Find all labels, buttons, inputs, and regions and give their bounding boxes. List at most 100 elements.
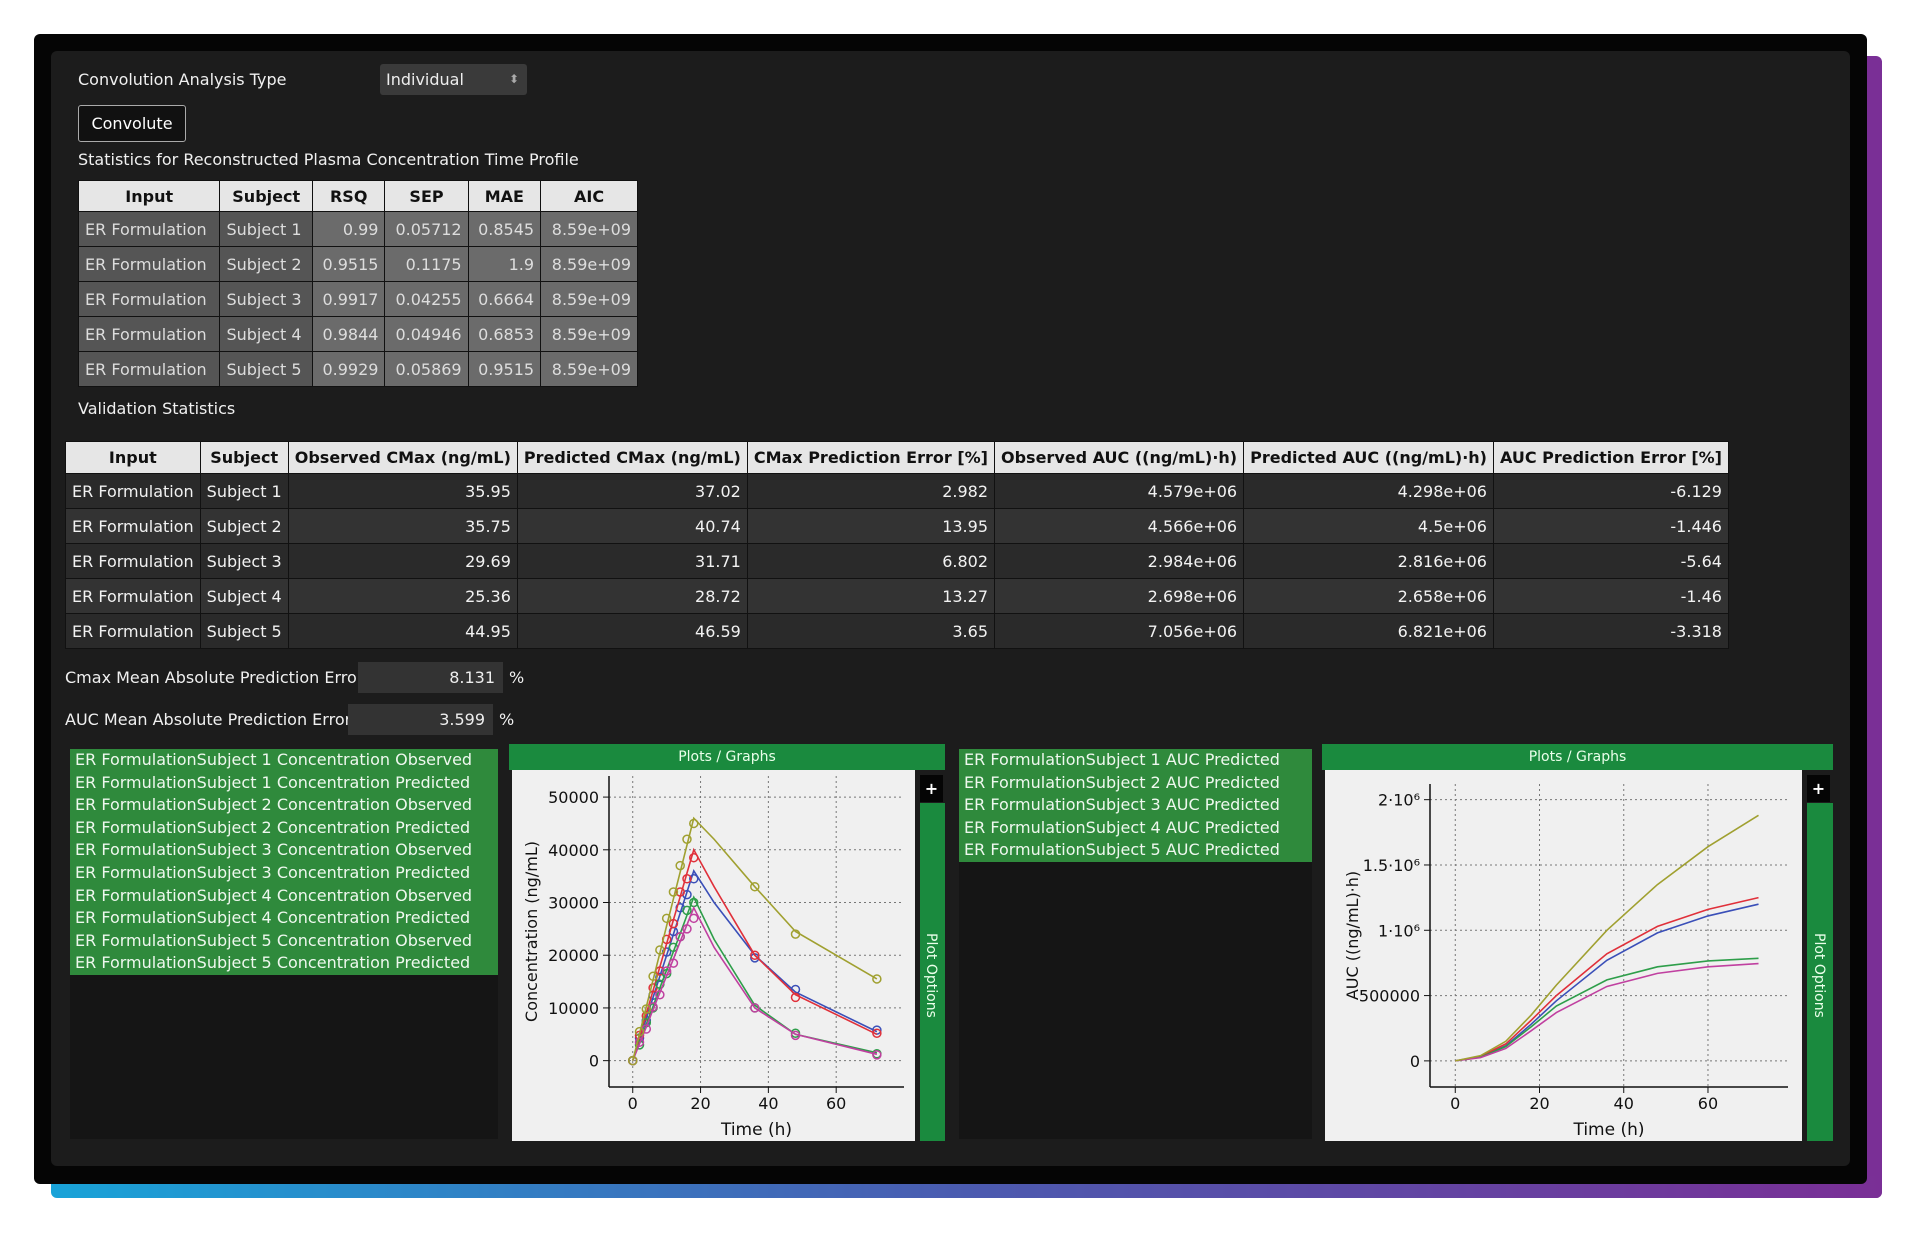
table-cell: 13.95	[746, 508, 996, 544]
series-item[interactable]: ER FormulationSubject 3 Concentration Pr…	[70, 861, 498, 885]
header-row: Input Subject RSQ SEP MAE AIC	[77, 180, 638, 212]
y-tick-label: 50000	[548, 788, 599, 807]
table-cell: 4.5e+06	[1243, 508, 1494, 544]
series-line	[1455, 896, 1759, 1062]
data-point	[750, 881, 760, 892]
table-row: ER Formulation Subject 1 0.99 0.05712 0.8545…	[77, 211, 638, 247]
series-list: ER FormulationSubject 1 AUC Predicted ER …	[959, 749, 1312, 1139]
table-row: ER Formulation Subject 5 44.95 46.59 3.65 7.0…	[65, 613, 1729, 649]
data-point	[872, 1050, 882, 1060]
table-cell: 0.1175	[384, 246, 469, 282]
table-row: ER Formulation Subject 2 0.9515 0.1175 1.9 8.…	[77, 246, 638, 282]
table-cell: 8.59e+09	[540, 351, 638, 387]
table-cell: 7.056e+06	[993, 613, 1245, 649]
unit: %	[499, 710, 515, 729]
table-cell: 0.8545	[467, 211, 542, 247]
table-cell: 28.72	[516, 578, 748, 614]
column-header: Observed AUC ((ng/mL)·h)	[993, 441, 1245, 474]
table-cell: 0.9844	[311, 316, 386, 352]
frame-glow	[1862, 56, 1882, 1198]
table-cell: 1.9	[467, 246, 542, 282]
series-item[interactable]: ER FormulationSubject 1 Concentration Pr…	[70, 771, 498, 795]
panel-header: Plots / Graphs	[509, 744, 945, 770]
x-tick-label: 60	[826, 1094, 846, 1113]
series-item[interactable]: ER FormulationSubject 5 AUC Predicted	[959, 839, 1312, 862]
x-tick-label: 0	[628, 1094, 638, 1113]
value-box: 8.131	[358, 662, 503, 693]
column-header: Input	[65, 441, 201, 474]
series-item[interactable]: ER FormulationSubject 4 AUC Predicted	[959, 816, 1312, 840]
value-box: 3.599	[348, 704, 493, 735]
series-line	[1455, 903, 1759, 1062]
table-row: ER Formulation Subject 2 35.75 40.74 13.95 4.…	[65, 508, 1729, 544]
series-list: ER FormulationSubject 1 Concentration Ob…	[70, 749, 498, 1139]
table-cell: ER Formulation	[65, 543, 201, 579]
unit: %	[509, 668, 525, 687]
table-row: ER Formulation Subject 1 35.95 37.02 2.982 4.…	[65, 473, 1729, 509]
table-row: ER Formulation Subject 4 0.9844 0.04946 0.68…	[77, 316, 638, 352]
column-header: Predicted CMax (ng/mL)	[516, 441, 748, 474]
series-item[interactable]: ER FormulationSubject 2 AUC Predicted	[959, 771, 1312, 795]
x-tick-label: 20	[1529, 1094, 1549, 1113]
series-item[interactable]: ER FormulationSubject 4 Concentration Ob…	[70, 884, 498, 908]
series-item[interactable]: ER FormulationSubject 1 AUC Predicted	[959, 749, 1312, 772]
table-cell: Subject 3	[199, 543, 289, 579]
column-header: AIC	[540, 180, 638, 212]
table-cell: 6.821e+06	[1243, 613, 1494, 649]
table-cell: 2.982	[746, 473, 996, 509]
chart: 0 20 40 60 0 500000 1·10⁶ 1.5·10⁶ 2·10⁶ Time (h) A…	[1343, 784, 1788, 1140]
table-cell: ER Formulation	[65, 613, 201, 649]
series-item[interactable]: ER FormulationSubject 2 Concentration Ob…	[70, 794, 498, 817]
convolute-button[interactable]: Convolute	[78, 105, 186, 142]
x-tick-label: 60	[1698, 1094, 1718, 1113]
table-cell: 37.02	[516, 473, 748, 509]
series-item[interactable]: ER FormulationSubject 1 Concentration Ob…	[70, 749, 498, 772]
table-cell: 8.59e+09	[540, 281, 638, 317]
data-point	[627, 1055, 638, 1066]
table-cell: 2.816e+06	[1243, 543, 1494, 579]
column-header: Subject	[199, 441, 289, 474]
table-cell: 4.298e+06	[1243, 473, 1494, 509]
column-header: Predicted AUC ((ng/mL)·h)	[1243, 441, 1494, 474]
table-cell: Subject 5	[219, 351, 313, 387]
series-item[interactable]: ER FormulationSubject 3 AUC Predicted	[959, 794, 1312, 817]
add-button[interactable]: +	[1807, 775, 1830, 802]
x-tick-label: 40	[1614, 1094, 1634, 1113]
table-cell: 0.9515	[467, 351, 542, 387]
table-cell: 40.74	[516, 508, 748, 544]
series-item[interactable]: ER FormulationSubject 3 Concentration Ob…	[70, 839, 498, 862]
series-line	[631, 816, 878, 1061]
table-cell: ER Formulation	[77, 246, 221, 282]
table-cell: ER Formulation	[77, 351, 221, 387]
add-button[interactable]: +	[920, 775, 943, 802]
table-cell: 13.27	[746, 578, 996, 614]
series-item[interactable]: ER FormulationSubject 5 Concentration Ob…	[70, 929, 498, 953]
table-cell: ER Formulation	[65, 473, 201, 509]
header-row: Input Subject Observed CMax (ng/mL) Predict…	[65, 441, 1729, 474]
table-cell: 0.04255	[384, 281, 469, 317]
data-point	[634, 1037, 645, 1047]
table-cell: 0.04946	[384, 316, 469, 352]
data-point	[750, 950, 760, 960]
table-cell: 8.59e+09	[540, 246, 638, 282]
x-axis-title: Time (h)	[720, 1120, 792, 1140]
series-item[interactable]: ER FormulationSubject 4 Concentration Pr…	[70, 907, 498, 930]
table-row: ER Formulation Subject 3 0.9917 0.04255 0.66…	[77, 281, 638, 317]
column-header: Subject	[219, 180, 313, 212]
series-item[interactable]: ER FormulationSubject 5 Concentration Pr…	[70, 952, 498, 975]
column-header: Input	[77, 180, 221, 212]
side-tab[interactable]: Plot Options	[1807, 803, 1833, 1141]
series-line	[631, 869, 878, 1061]
series-item[interactable]: ER FormulationSubject 2 Concentration Pr…	[70, 816, 498, 840]
table-cell: 2.984e+06	[993, 543, 1245, 579]
y-tick-label: 2·10⁶	[1378, 791, 1420, 810]
table-cell: 46.59	[516, 613, 748, 649]
table-cell: 0.99	[311, 211, 386, 247]
column-header: SEP	[384, 180, 469, 212]
table-cell: -6.129	[1492, 473, 1729, 509]
side-tab[interactable]: Plot Options	[920, 803, 945, 1141]
table-cell: ER Formulation	[77, 281, 221, 317]
y-axis-title: AUC ((ng/mL)·h)	[1343, 871, 1362, 1000]
y-tick-label: 40000	[548, 841, 599, 860]
analysis-type-dropdown[interactable]: Individual	[380, 64, 527, 95]
